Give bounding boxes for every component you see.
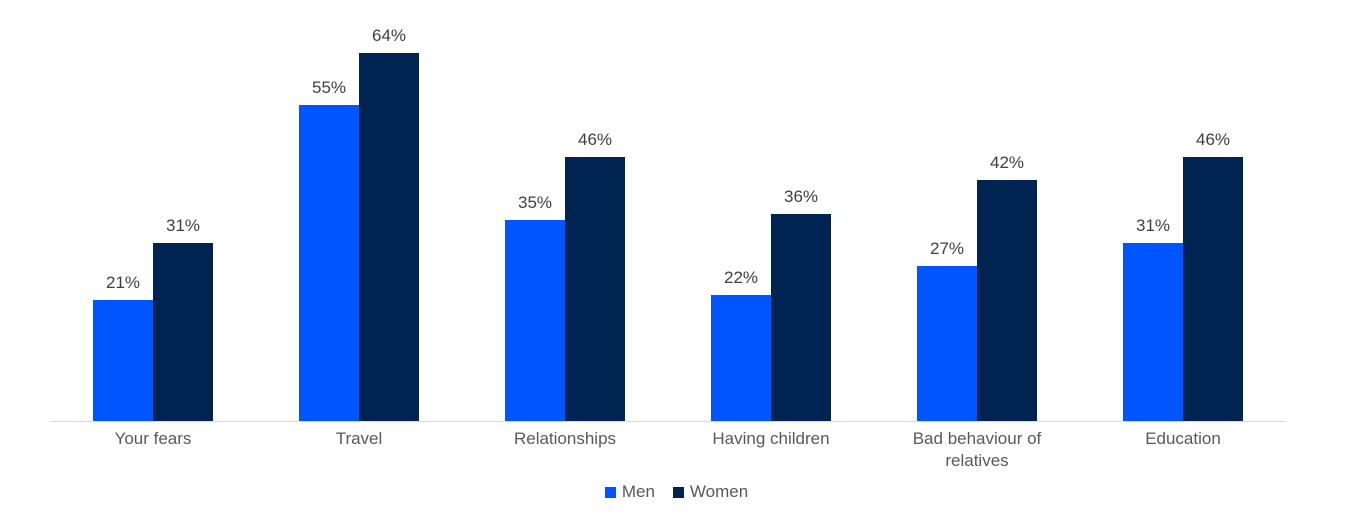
category-label-your-fears: Your fears xyxy=(114,429,192,448)
plot-area: 21% 31% 55% 64% 35% 46% 22% 36% 27% 42% 31% 46% xyxy=(50,0,1286,422)
bar-women-having-children xyxy=(771,214,831,421)
bar-group-education: 31% 46% xyxy=(1080,0,1286,421)
bar-column-men-travel: 55% xyxy=(299,78,359,421)
bar-group-having-children: 22% 36% xyxy=(668,0,874,421)
bar-men-travel xyxy=(299,104,359,421)
bar-column-women-relationships: 46% xyxy=(565,129,625,421)
bar-women-bad-behaviour-of-relatives xyxy=(977,179,1037,421)
bar-column-men-your-fears: 21% xyxy=(93,273,153,421)
bar-men-relationships xyxy=(505,219,565,421)
bar-column-men-having-children: 22% xyxy=(711,267,771,421)
legend-label-women: Women xyxy=(689,482,749,501)
bar-group-relationships: 35% 46% xyxy=(462,0,668,421)
bar-group-travel: 55% 64% xyxy=(256,0,462,421)
legend: Men Women xyxy=(0,482,1353,502)
bar-column-men-relationships: 35% xyxy=(505,193,565,421)
data-label-women-your-fears: 31% xyxy=(165,215,201,235)
bar-men-having-children xyxy=(711,294,771,421)
bar-group-bad-behaviour-of-relatives: 27% 42% xyxy=(874,0,1080,421)
data-label-men-education: 31% xyxy=(1135,215,1171,235)
data-label-women-travel: 64% xyxy=(371,26,407,45)
bar-column-men-bad-behaviour-of-relatives: 27% xyxy=(917,239,977,421)
bar-column-women-education: 46% xyxy=(1183,129,1243,421)
data-label-women-bad-behaviour-of-relatives: 42% xyxy=(989,152,1025,172)
bar-women-relationships xyxy=(565,156,625,421)
data-label-women-education: 46% xyxy=(1195,129,1231,149)
bar-men-your-fears xyxy=(93,300,153,421)
category-label-travel: Travel xyxy=(335,429,383,448)
men-legend-swatch-icon xyxy=(604,486,616,498)
category-label-education: Education xyxy=(1145,429,1221,448)
bar-column-women-bad-behaviour-of-relatives: 42% xyxy=(977,152,1037,421)
bar-women-education xyxy=(1183,156,1243,421)
category-axis: Your fears Travel Relationships Having chil… xyxy=(50,428,1286,478)
legend-label-men: Men xyxy=(621,482,655,501)
bar-men-education xyxy=(1123,242,1183,421)
data-label-women-having-children: 36% xyxy=(783,187,819,206)
legend-item-women: Women xyxy=(672,482,749,502)
bar-men-bad-behaviour-of-relatives xyxy=(917,265,977,421)
data-label-men-relationships: 35% xyxy=(517,192,553,212)
category-label-having-children: Having children xyxy=(712,429,830,448)
bar-women-your-fears xyxy=(153,242,213,421)
data-label-men-bad-behaviour-of-relatives: 27% xyxy=(929,238,965,258)
women-legend-swatch-icon xyxy=(672,486,684,498)
bar-column-men-education: 31% xyxy=(1123,216,1183,421)
data-label-men-having-children: 22% xyxy=(723,267,759,287)
bar-women-travel xyxy=(359,53,419,421)
legend-item-men: Men xyxy=(604,482,655,502)
data-label-women-relationships: 46% xyxy=(577,129,613,149)
category-label-bad-behaviour-of-relatives: Bad behaviour of relatives xyxy=(912,429,1042,470)
data-label-men-travel: 55% xyxy=(311,77,347,97)
bar-column-women-your-fears: 31% xyxy=(153,216,213,421)
category-label-relationships: Relationships xyxy=(513,429,617,448)
bar-column-women-having-children: 36% xyxy=(771,187,831,421)
data-label-men-your-fears: 21% xyxy=(105,273,141,293)
bar-group-your-fears: 21% 31% xyxy=(50,0,256,421)
bar-column-women-travel: 64% xyxy=(359,26,419,421)
